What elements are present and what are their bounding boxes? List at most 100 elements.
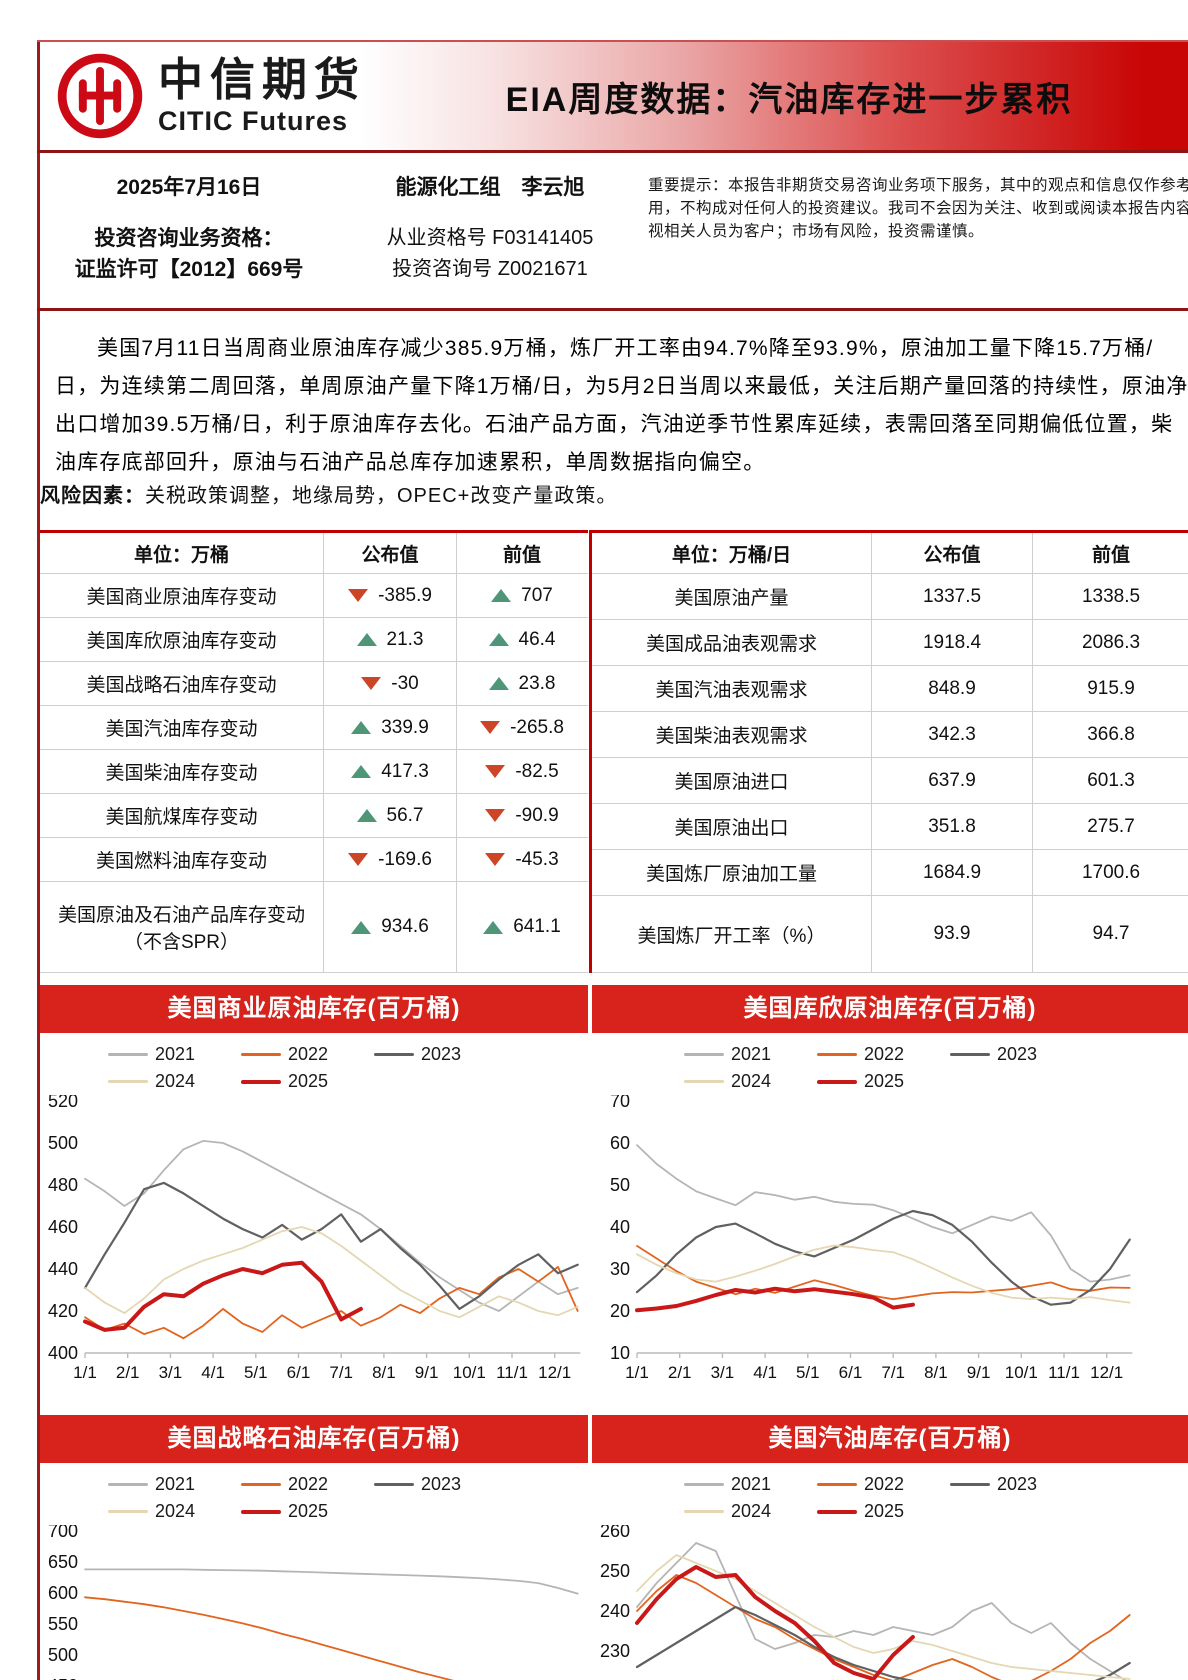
legend-swatch — [108, 1510, 148, 1513]
y-axis-tick-label: 40 — [610, 1217, 630, 1237]
legend-item: 2021 — [684, 1044, 817, 1065]
x-axis-tick-label: 4/1 — [753, 1363, 777, 1382]
y-axis-tick-label: 700 — [48, 1525, 78, 1541]
down-triangle-icon — [348, 853, 369, 866]
previous-value-cell: 275.7 — [1033, 804, 1188, 849]
chart-legend: 2021 2022 2023 2024 2025 — [108, 1041, 520, 1095]
legend-label: 2025 — [288, 1071, 329, 1091]
table-row: 美国燃料油库存变动 -169.6 -45.3 — [40, 838, 588, 882]
down-triangle-icon — [480, 721, 501, 734]
y-axis-tick-label: 500 — [48, 1645, 78, 1665]
previous-value-cell: 601.3 — [1033, 758, 1188, 803]
legend-swatch — [374, 1053, 414, 1056]
value-text: 366.8 — [1087, 723, 1135, 745]
value-text: -82.5 — [515, 760, 559, 782]
x-axis-tick-label: 9/1 — [415, 1363, 439, 1382]
published-value-cell: 637.9 — [872, 758, 1033, 803]
value-text: 46.4 — [518, 628, 556, 650]
legend-item: 2025 — [241, 1501, 374, 1522]
previous-value-cell: 366.8 — [1033, 712, 1188, 757]
value-wrap: -82.5 — [485, 760, 559, 783]
legend-swatch — [108, 1483, 148, 1486]
value-text: 1684.9 — [922, 861, 982, 883]
legend-swatch — [684, 1510, 724, 1513]
value-wrap: 1918.4 — [923, 632, 981, 654]
legend-item: 2024 — [108, 1071, 241, 1092]
value-text: 417.3 — [381, 760, 429, 782]
value-text: 23.8 — [518, 672, 556, 694]
legend-swatch — [817, 1053, 857, 1056]
x-axis-tick-label: 8/1 — [372, 1363, 396, 1382]
value-text: 1337.5 — [922, 585, 982, 607]
chart-plot: 2602502402302202101/12/13/14/15/16/17/18… — [600, 1525, 1131, 1680]
table-header-cell: 单位：万桶 — [40, 533, 324, 573]
legend-swatch — [108, 1053, 148, 1056]
y-axis-tick-label: 10 — [610, 1343, 630, 1363]
legend-label: 2022 — [288, 1474, 329, 1494]
table-row: 美国商业原油库存变动 -385.9 707 — [40, 574, 588, 618]
legend-label: 2025 — [864, 1071, 905, 1091]
x-axis-tick-label: 9/1 — [967, 1363, 991, 1382]
y-axis-tick-label: 50 — [610, 1175, 630, 1195]
risk-factors-label: 风险因素： — [40, 485, 145, 507]
header-top-line — [37, 40, 1188, 42]
value-text: 2086.3 — [1081, 631, 1141, 653]
chart-line-2021 — [84, 1140, 579, 1312]
legend-item: 2021 — [108, 1044, 241, 1065]
table-row: 美国柴油库存变动 417.3 -82.5 — [40, 750, 588, 794]
report-date: 2025年7月16日 — [116, 176, 262, 199]
chart-line-2023 — [635, 1605, 1131, 1680]
table-row: 美国汽油表观需求 848.9 915.9 — [592, 666, 1188, 712]
chart-legend: 2021 2022 2023 2024 2025 — [108, 1471, 520, 1525]
y-axis-tick-label: 450 — [48, 1676, 78, 1680]
value-wrap: 366.8 — [1087, 724, 1135, 746]
value-text: -169.6 — [378, 848, 432, 870]
published-value-cell: 93.9 — [872, 896, 1033, 972]
x-axis-tick-label: 10/1 — [453, 1363, 486, 1382]
x-axis-tick-label: 1/1 — [625, 1363, 649, 1382]
chart-line-2024 — [84, 1226, 579, 1319]
value-wrap: -30 — [361, 673, 419, 695]
legend-item: 2022 — [241, 1044, 374, 1065]
legend-label: 2021 — [155, 1474, 196, 1494]
x-axis-tick-label: 8/1 — [924, 1363, 948, 1382]
value-wrap: 342.3 — [928, 724, 976, 746]
value-text: 915.9 — [1087, 677, 1135, 699]
legend-label: 2023 — [997, 1474, 1038, 1494]
legend-swatch — [241, 1509, 281, 1514]
table-row: 美国原油进口 637.9 601.3 — [592, 758, 1188, 804]
chart-line-2021 — [636, 1542, 1127, 1680]
y-axis-tick-label: 520 — [48, 1095, 78, 1111]
value-wrap: 417.3 — [351, 761, 429, 783]
previous-value-cell: 641.1 — [457, 882, 587, 972]
published-value-cell: 417.3 — [324, 750, 457, 793]
x-axis-tick-label: 11/1 — [1048, 1363, 1080, 1382]
value-wrap: 46.4 — [488, 628, 556, 651]
advisory-number: 投资咨询号 Z0021671 — [392, 258, 588, 280]
legend-swatch — [684, 1483, 724, 1486]
risk-factors-line: 风险因素：关税政策调整，地缘局势，OPEC+改变产量政策。 — [40, 479, 1180, 508]
meta-middle-column: 能源化工组 李云旭 从业资格号 F03141405 投资咨询号 Z0021671 — [340, 172, 640, 285]
up-triangle-icon — [351, 920, 372, 934]
y-axis-tick-label: 500 — [48, 1133, 78, 1153]
up-triangle-icon — [488, 633, 509, 646]
value-wrap: 934.6 — [351, 916, 429, 938]
page-title: EIA周度数据：汽油库存进一步累积 — [505, 80, 1073, 119]
legend-swatch — [817, 1483, 857, 1486]
x-axis-tick-label: 4/1 — [201, 1363, 225, 1382]
value-wrap: 848.9 — [928, 678, 976, 700]
value-wrap: 1684.9 — [923, 862, 981, 884]
chart-line-2022 — [636, 1244, 1131, 1301]
chart-title-bar: 美国商业原油库存(百万桶) — [40, 985, 588, 1033]
x-axis-tick-label: 2/1 — [116, 1363, 140, 1382]
value-wrap: 915.9 — [1087, 678, 1135, 700]
legend-label: 2023 — [997, 1044, 1038, 1064]
y-axis-tick-label: 440 — [48, 1259, 78, 1279]
previous-value-cell: -82.5 — [457, 750, 587, 793]
previous-value-cell: 23.8 — [457, 662, 587, 705]
legend-label: 2025 — [288, 1501, 329, 1521]
y-axis-tick-label: 460 — [48, 1217, 78, 1237]
legend-swatch — [950, 1053, 990, 1056]
brand-text: 中信期货 CITIC Futures — [158, 57, 366, 135]
value-wrap: 94.7 — [1093, 923, 1130, 945]
